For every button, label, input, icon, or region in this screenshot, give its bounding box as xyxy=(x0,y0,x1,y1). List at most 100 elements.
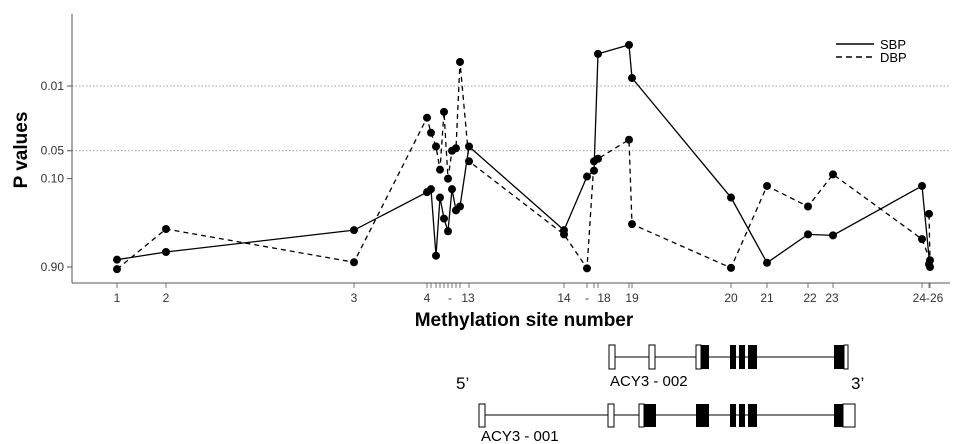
coding-exon xyxy=(730,404,736,427)
x-tick-label: 24-26 xyxy=(913,291,944,305)
gene-diagram: ACY3 - 002 5’ 3’ ACY3 - 001 xyxy=(456,344,864,444)
data-point-dbp xyxy=(436,165,444,174)
x-ticks: 1 2 3 4-13 14-18 19 20 21 22 23 24-26 xyxy=(114,283,944,305)
x-tick-label: 18 xyxy=(597,291,611,305)
data-point-dbp xyxy=(628,220,636,229)
data-point-dbp xyxy=(925,209,933,218)
data-point-sbp xyxy=(440,214,448,223)
transcript-acy3-002: ACY3 - 002 xyxy=(608,344,849,390)
series-points xyxy=(113,40,934,274)
five-prime-label: 5’ xyxy=(456,374,469,393)
data-point-dbp xyxy=(444,174,452,183)
data-point-dbp xyxy=(727,263,735,272)
data-point-sbp xyxy=(427,185,435,194)
coding-exon xyxy=(834,345,844,369)
y-axis-title: P values xyxy=(11,112,32,189)
legend-label-dbp: DBP xyxy=(880,50,907,65)
transcript-label-001: ACY3 - 001 xyxy=(481,428,559,444)
data-point-sbp xyxy=(625,40,633,49)
data-point-sbp xyxy=(444,227,452,236)
utr-exon xyxy=(648,344,656,370)
data-point-dbp xyxy=(350,258,358,267)
y-ticks: 0.01 0.05 0.10 0.90 xyxy=(41,79,72,274)
three-prime-label: 3’ xyxy=(851,374,864,393)
data-point-sbp xyxy=(763,258,771,267)
x-tick-label: 13 xyxy=(461,291,475,305)
x-tick-label: 23 xyxy=(825,291,839,305)
data-point-sbp xyxy=(436,193,444,202)
y-tick-label: 0.01 xyxy=(41,79,65,93)
transcript-label-002: ACY3 - 002 xyxy=(610,373,688,390)
data-point-dbp xyxy=(440,107,448,116)
data-point-sbp xyxy=(113,255,121,264)
coding-exon xyxy=(701,345,709,369)
data-point-sbp xyxy=(465,142,473,151)
data-point-dbp xyxy=(427,128,435,137)
data-point-sbp xyxy=(829,231,837,240)
data-point-sbp xyxy=(448,185,456,194)
coding-exon xyxy=(644,404,656,427)
data-point-sbp xyxy=(583,172,591,181)
data-point-dbp xyxy=(763,181,771,190)
legend: SBP DBP xyxy=(836,37,907,65)
data-point-sbp xyxy=(594,49,602,58)
data-point-dbp xyxy=(829,170,837,179)
axes xyxy=(71,14,950,284)
data-point-dbp xyxy=(594,154,602,163)
data-point-dbp xyxy=(452,144,460,153)
data-point-dbp xyxy=(625,135,633,144)
data-point-dbp xyxy=(583,264,591,273)
utr-exon xyxy=(607,403,615,428)
x-tick-label: - xyxy=(448,291,452,305)
x-tick-label: 2 xyxy=(163,291,170,305)
x-tick-label: - xyxy=(585,291,589,305)
utr-exon xyxy=(638,403,645,428)
x-axis-title: Methylation site number xyxy=(415,310,634,331)
data-point-sbp xyxy=(804,230,812,239)
data-point-dbp xyxy=(423,113,431,122)
data-point-sbp xyxy=(162,248,170,257)
coding-exon xyxy=(730,345,736,369)
utr-exon xyxy=(842,403,856,428)
x-tick-label: 22 xyxy=(803,291,817,305)
series-line-sbp xyxy=(116,44,931,268)
data-point-sbp xyxy=(628,74,636,83)
utr-exon xyxy=(843,344,849,370)
y-tick-label: 0.10 xyxy=(41,172,65,186)
y-tick-label: 0.90 xyxy=(41,260,65,274)
coding-exon xyxy=(834,404,843,427)
x-tick-label: 19 xyxy=(625,291,639,305)
coding-exon xyxy=(739,404,745,427)
data-point-sbp xyxy=(350,226,358,235)
x-tick-label: 14 xyxy=(557,291,571,305)
gridlines xyxy=(72,85,950,152)
legend-label-sbp: SBP xyxy=(880,37,906,52)
data-point-dbp xyxy=(456,57,464,66)
coding-exon xyxy=(748,404,757,427)
transcript-acy3-001: ACY3 - 001 xyxy=(478,403,856,444)
data-point-dbp xyxy=(560,230,568,239)
data-point-dbp xyxy=(804,202,812,211)
y-tick-label: 0.05 xyxy=(41,144,65,158)
utr-exon xyxy=(478,403,486,428)
data-point-dbp xyxy=(918,235,926,244)
data-point-dbp xyxy=(465,157,473,166)
data-point-sbp xyxy=(432,251,440,260)
x-tick-label: 1 xyxy=(114,291,121,305)
data-point-dbp xyxy=(432,142,440,151)
data-point-sbp xyxy=(727,193,735,202)
coding-exon xyxy=(696,404,709,427)
x-tick-label: 3 xyxy=(351,291,358,305)
utr-exon xyxy=(695,344,702,370)
data-point-dbp xyxy=(926,256,934,265)
data-point-dbp xyxy=(113,265,121,274)
data-point-dbp xyxy=(162,225,170,234)
coding-exon xyxy=(748,345,757,369)
x-tick-label: 20 xyxy=(724,291,738,305)
data-point-sbp xyxy=(456,202,464,211)
data-point-sbp xyxy=(918,181,926,190)
utr-exon xyxy=(608,344,616,370)
x-tick-label: 21 xyxy=(760,291,774,305)
x-tick-label: 4 xyxy=(424,291,431,305)
